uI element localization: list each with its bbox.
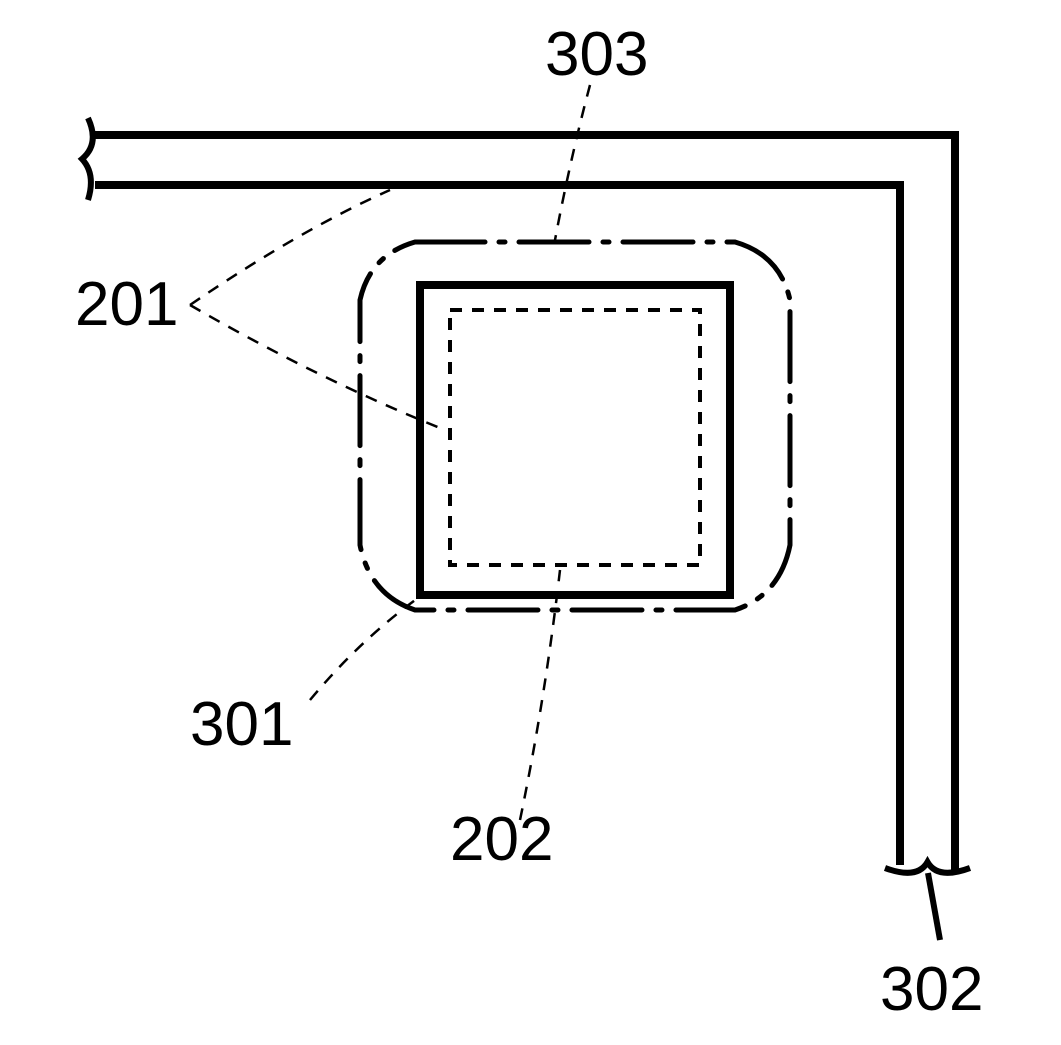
label-302: 302 bbox=[880, 955, 983, 1024]
label-201: 201 bbox=[75, 270, 178, 339]
dashed-square-small bbox=[450, 310, 700, 565]
break-mark-top bbox=[82, 118, 93, 200]
leader-302 bbox=[928, 873, 940, 940]
leader-303 bbox=[555, 85, 590, 240]
label-202: 202 bbox=[450, 805, 553, 874]
label-301: 301 bbox=[190, 690, 293, 759]
rounded-dashdot-outline bbox=[360, 242, 790, 610]
bracket-outer bbox=[90, 135, 955, 870]
leader-301 bbox=[310, 598, 418, 700]
label-303: 303 bbox=[545, 20, 648, 89]
leader-201_a bbox=[190, 190, 390, 305]
leader-201_b bbox=[190, 305, 445, 430]
solid-square bbox=[420, 285, 730, 595]
